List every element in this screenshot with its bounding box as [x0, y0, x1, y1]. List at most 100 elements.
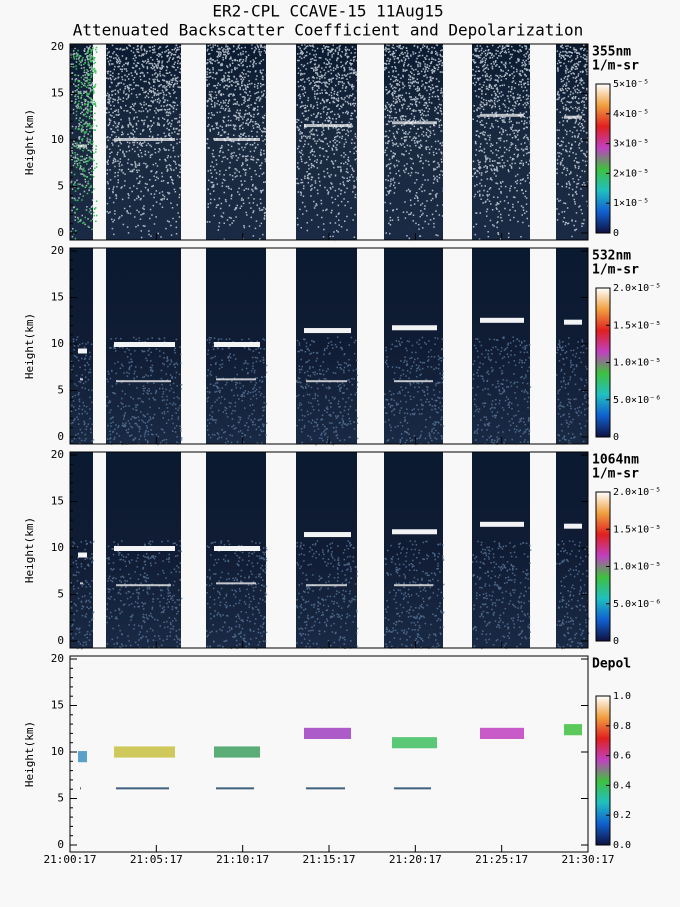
cloud-streak — [304, 328, 351, 334]
colorbar-tick-label: 5.0×10⁻⁶ — [613, 599, 661, 610]
cloud-streak — [306, 380, 347, 383]
curtain-segment — [384, 248, 443, 444]
y-tick-label: 10 — [51, 745, 64, 758]
depol-patch — [564, 724, 582, 736]
x-tick-label: 21:30:17 — [562, 853, 615, 866]
cloud-streak — [394, 380, 433, 383]
units-label: 1/m-sr — [592, 59, 639, 74]
colorbar-tick-label: 5×10⁻⁵ — [613, 79, 649, 90]
depol-patch — [78, 751, 87, 763]
y-tick-label: 20 — [51, 652, 64, 665]
colorbar-tick-label: 1×10⁻⁵ — [613, 198, 649, 209]
colorbar-tick-label: 0 — [613, 228, 619, 239]
colorbar — [595, 83, 611, 234]
colorbar-tick-label: 1.5×10⁻⁵ — [613, 524, 661, 535]
colorbar-tick-label: 0 — [613, 432, 619, 443]
cloud-streak — [564, 319, 582, 325]
curtain-noise — [70, 540, 590, 650]
cloud-streak — [480, 317, 524, 323]
cloud-streak — [392, 121, 437, 125]
colorbar-tick-label: 0.8 — [613, 721, 631, 732]
cloud-streak — [304, 124, 351, 128]
colorbar-tick-label: 3×10⁻⁵ — [613, 139, 649, 150]
panel-label: 1064nm — [592, 453, 639, 468]
depol-patch — [216, 787, 254, 790]
cloud-streak — [114, 342, 175, 347]
y-tick-label: 10 — [51, 337, 64, 350]
curtain-noise — [73, 46, 98, 240]
cloud-streak — [564, 523, 582, 529]
cloud-streak — [80, 582, 83, 585]
y-tick-label: 0 — [57, 634, 64, 647]
cloud-streak — [78, 348, 87, 354]
x-tick-label: 21:05:17 — [130, 853, 183, 866]
y-tick-label: 20 — [51, 448, 64, 461]
cloud-streak — [78, 552, 87, 558]
cloud-streak — [394, 584, 433, 587]
curtain-segment — [472, 44, 530, 240]
x-tick-label: 21:20:17 — [389, 853, 442, 866]
cloud-streak — [392, 529, 437, 535]
cloud-streak — [78, 144, 87, 148]
curtain-segment — [556, 248, 588, 444]
cloud-streak — [116, 584, 171, 587]
curtain-noise — [70, 336, 590, 446]
x-tick-label: 21:10:17 — [216, 853, 269, 866]
cloud-streak — [392, 325, 437, 331]
depol-patch — [214, 746, 260, 758]
y-tick-label: 5 — [57, 180, 64, 193]
cloud-streak — [116, 380, 171, 383]
cloud-streak — [80, 378, 83, 381]
colorbar-tick-label: 2×10⁻⁵ — [613, 168, 649, 179]
cloud-streak — [216, 582, 256, 585]
curtain-noise — [70, 44, 590, 242]
cloud-streak — [114, 546, 175, 551]
curtain-segment — [70, 248, 93, 444]
colorbar-tick-label: 0.2 — [613, 810, 631, 821]
cloud-streak — [214, 546, 260, 551]
units-label: 1/m-sr — [592, 263, 639, 278]
colorbar-tick-label: 5.0×10⁻⁶ — [613, 395, 661, 406]
colorbar-tick-label: 2.0×10⁻⁵ — [613, 283, 661, 294]
cloud-streak — [114, 138, 175, 141]
cloud-streak — [214, 138, 260, 141]
cloud-streak — [214, 342, 260, 347]
panel-label: 532nm — [592, 249, 631, 264]
y-tick-label: 20 — [51, 40, 64, 53]
panel-label: Depol — [592, 657, 631, 672]
y-tick-label: 10 — [51, 133, 64, 146]
cloud-streak — [216, 378, 256, 381]
x-tick-label: 21:00:17 — [44, 853, 97, 866]
colorbar-tick-label: 2.0×10⁻⁵ — [613, 487, 661, 498]
y-tick-label: 15 — [51, 699, 64, 712]
curtain-segment — [206, 44, 266, 240]
depol-patch — [392, 737, 437, 749]
y-tick-label: 5 — [57, 792, 64, 805]
y-tick-label: 10 — [51, 541, 64, 554]
x-tick-label: 21:15:17 — [303, 853, 356, 866]
cloud-streak — [306, 584, 347, 587]
y-axis-label: Height(km) — [23, 109, 36, 175]
depol-patch — [480, 727, 524, 739]
depol-patch — [114, 746, 175, 758]
units-label: 1/m-sr — [592, 467, 639, 482]
colorbar-tick-label: 1.0×10⁻⁵ — [613, 358, 661, 369]
y-tick-label: 0 — [57, 430, 64, 443]
colorbar-tick-label: 0 — [613, 636, 619, 647]
colorbar-tick-label: 1.5×10⁻⁵ — [613, 320, 661, 331]
colorbar-tick-label: 0.6 — [613, 751, 631, 762]
y-axis-label: Height(km) — [23, 721, 36, 787]
colorbar-tick-label: 0.0 — [613, 840, 631, 851]
y-tick-label: 15 — [51, 495, 64, 508]
y-tick-label: 15 — [51, 291, 64, 304]
y-axis-label: Height(km) — [23, 313, 36, 379]
chart-subtitle: Attenuated Backscatter Coefficient and D… — [73, 21, 584, 40]
y-tick-label: 20 — [51, 244, 64, 257]
cloud-streak — [480, 113, 524, 117]
depol-patch — [306, 787, 345, 790]
y-tick-label: 0 — [57, 226, 64, 239]
y-tick-label: 5 — [57, 384, 64, 397]
depol-patch — [394, 787, 431, 790]
colorbar — [595, 695, 611, 846]
